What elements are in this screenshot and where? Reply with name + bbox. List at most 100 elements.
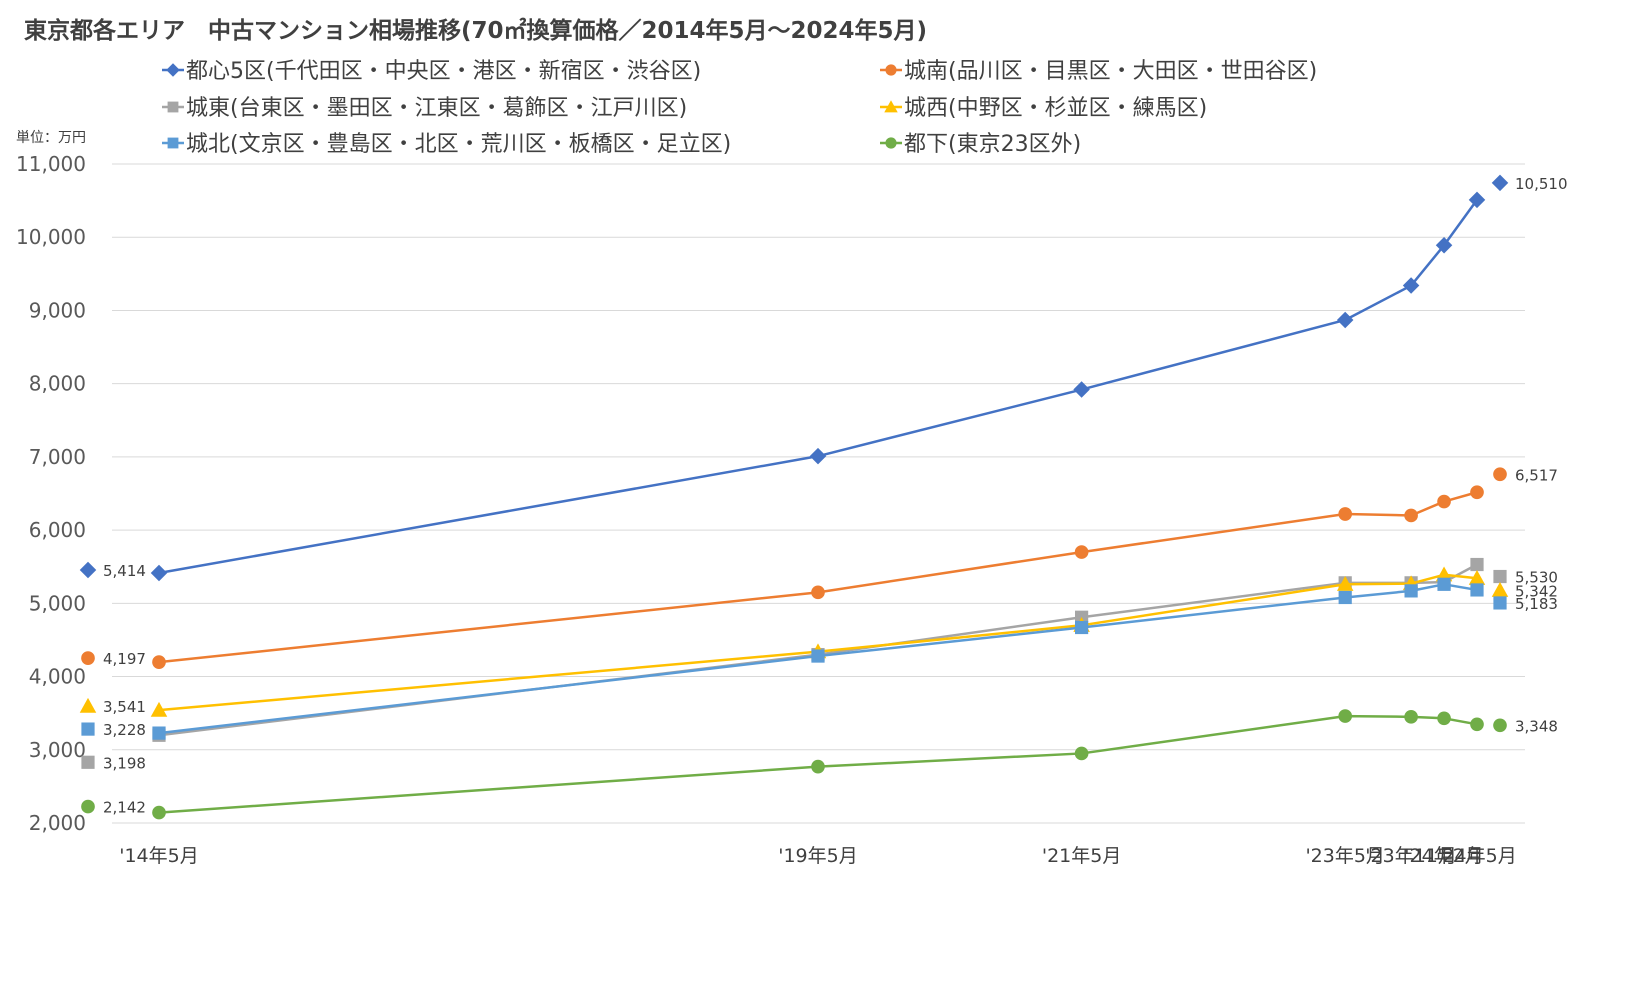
data-point <box>1075 620 1089 635</box>
legend-label: 城東(台東区・墨田区・江東区・葛飾区・江戸川区) <box>186 96 687 121</box>
y-tick-label: 8,000 <box>29 372 86 396</box>
gridlines <box>112 163 1525 824</box>
legend-label: 都下(東京23区外) <box>904 132 1081 157</box>
y-tick-label: 10,000 <box>16 225 86 249</box>
data-point <box>811 649 825 663</box>
y-tick-label: 2,000 <box>29 811 86 835</box>
start-value-text: 5,414 <box>103 562 146 580</box>
series <box>152 709 1484 820</box>
x-tick-label: '14年5月 <box>119 845 199 867</box>
label-marker <box>81 799 95 814</box>
start-value-text: 3,198 <box>103 754 146 772</box>
start-value-text: 3,228 <box>103 721 146 739</box>
data-point <box>150 701 168 717</box>
series-lines <box>150 191 1486 820</box>
data-point <box>1470 485 1484 500</box>
end-value-label: 5,530 <box>1493 569 1558 587</box>
legend-label: 城北(文京区・豊島区・北区・荒川区・板橋区・足立区) <box>186 132 731 157</box>
data-point <box>1404 710 1418 724</box>
data-point <box>1470 717 1484 732</box>
data-point <box>1404 508 1418 523</box>
y-tick-label: 11,000 <box>16 152 86 176</box>
data-point <box>1435 566 1453 582</box>
data-point <box>1470 583 1484 597</box>
start-value-label: 4,197 <box>81 650 146 668</box>
data-point <box>1437 711 1451 726</box>
x-tick-label: '24年5月 <box>1437 845 1517 867</box>
data-point <box>1074 545 1089 559</box>
x-tick-label: '23年5月 <box>1305 845 1385 867</box>
y-tick-label: 6,000 <box>29 518 86 542</box>
data-point <box>811 759 825 774</box>
data-point <box>152 655 166 669</box>
end-value-text: 5,530 <box>1515 569 1558 587</box>
series <box>152 577 1484 740</box>
label-marker <box>1493 467 1507 482</box>
legend-item: 都心5区(千代田区・中央区・港区・新宿区・渋谷区) <box>162 59 701 84</box>
data-point <box>1470 557 1484 572</box>
start-value-label: 2,142 <box>81 799 146 817</box>
data-point <box>1338 709 1353 723</box>
data-point <box>1468 191 1486 209</box>
y-tick-label: 9,000 <box>29 298 86 322</box>
y-tick-label: 4,000 <box>29 665 86 689</box>
y-tick-label: 7,000 <box>29 445 86 469</box>
x-tick-label: '19年5月 <box>778 845 858 867</box>
data-point <box>1468 570 1486 585</box>
data-point <box>1336 576 1354 591</box>
legend-label: 城南(品川区・目黒区・大田区・世田谷区) <box>904 59 1317 84</box>
series-line <box>158 199 1479 575</box>
x-axis-ticks: '14年5月 '19年5月 '21年5月 '23年5月'23年11月'24年2月'24… <box>119 845 1517 867</box>
start-value-text: 4,197 <box>103 650 146 668</box>
start-value-label: 5,414 <box>79 561 146 580</box>
data-point <box>1437 494 1451 509</box>
data-point <box>1336 311 1354 329</box>
legend-item: 城北(文京区・豊島区・北区・荒川区・板橋区・足立区) <box>162 132 731 157</box>
label-marker <box>1493 596 1507 610</box>
data-point <box>150 564 168 582</box>
end-value-label: 5,183 <box>1493 595 1558 613</box>
end-value-label: 3,348 <box>1493 717 1558 735</box>
label-marker <box>1491 174 1509 192</box>
end-value-text: 6,517 <box>1515 466 1558 484</box>
legend-marker <box>167 137 179 149</box>
label-marker <box>1493 718 1507 733</box>
x-tick-label: '21年5月 <box>1042 845 1122 867</box>
label-marker <box>1491 582 1509 597</box>
legend: 都心5区(千代田区・中央区・港区・新宿区・渋谷区) 城南(品川区・目黒区・大田区・… <box>162 59 1317 157</box>
start-value-label: 3,541 <box>79 697 146 716</box>
data-point <box>1338 507 1353 521</box>
x-tick-label: '23年11月 <box>1365 845 1457 867</box>
end-value-text: 10,510 <box>1515 175 1568 193</box>
label-marker <box>81 755 95 769</box>
data-point <box>809 447 827 465</box>
end-value-text: 3,348 <box>1515 717 1558 735</box>
legend-marker <box>167 101 179 113</box>
x-tick-label: '24年2月 <box>1404 845 1484 867</box>
data-point <box>1074 746 1089 761</box>
start-value-label: 3,198 <box>81 754 146 772</box>
end-value-label: 6,517 <box>1493 466 1558 484</box>
legend-item: 城南(品川区・目黒区・大田区・世田谷区) <box>880 59 1317 84</box>
series <box>150 191 1486 582</box>
data-labels: 5,414 10,510 4,197 6,517 3,198 5,530 3,541 5,34… <box>79 174 1568 817</box>
data-point <box>152 805 166 820</box>
label-marker <box>79 697 97 713</box>
data-point <box>1404 584 1418 598</box>
data-point <box>1435 237 1453 254</box>
legend-item: 都下(東京23区外) <box>880 132 1081 157</box>
data-point <box>1073 381 1090 398</box>
data-point <box>1402 277 1420 294</box>
end-value-text: 5,342 <box>1515 582 1558 600</box>
legend-marker <box>885 137 897 149</box>
end-value-label: 5,342 <box>1491 582 1558 600</box>
series <box>152 485 1484 669</box>
y-axis-ticks: 2,000 3,000 4,000 5,000 6,000 7,000 8,000 9,000… <box>16 152 86 835</box>
start-value-text: 3,541 <box>103 698 146 716</box>
legend-marker <box>166 63 180 77</box>
start-value-label: 3,228 <box>81 721 146 739</box>
series-line <box>158 491 1478 664</box>
label-marker <box>81 651 95 665</box>
